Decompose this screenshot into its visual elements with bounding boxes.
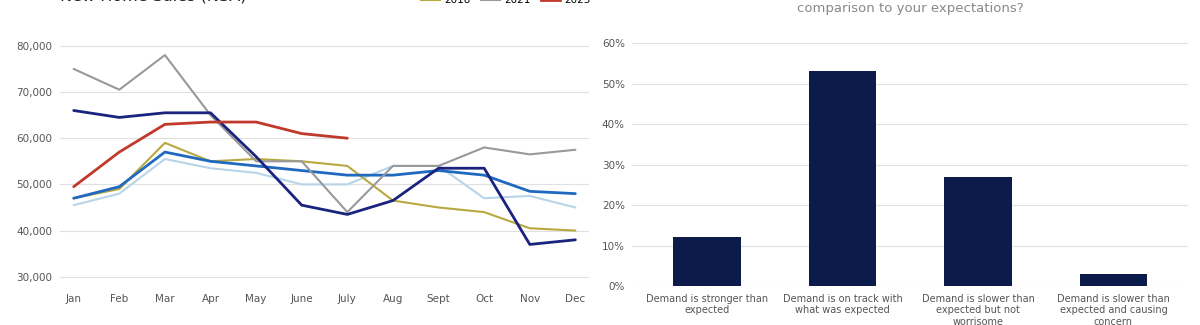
- Bar: [673, 237, 740, 286]
- Bar: [809, 72, 876, 286]
- Legend: 2017, 2018, 2019, 2021, 2022, 2023: 2017, 2018, 2019, 2021, 2022, 2023: [418, 0, 594, 9]
- Bar: [1080, 274, 1147, 286]
- Bar: [944, 177, 1012, 286]
- Title: How is July shaping up so far for your local operation in
comparison to your exp: How is July shaping up so far for your l…: [726, 0, 1094, 15]
- Text: New Home Sales (NSA): New Home Sales (NSA): [60, 0, 246, 4]
